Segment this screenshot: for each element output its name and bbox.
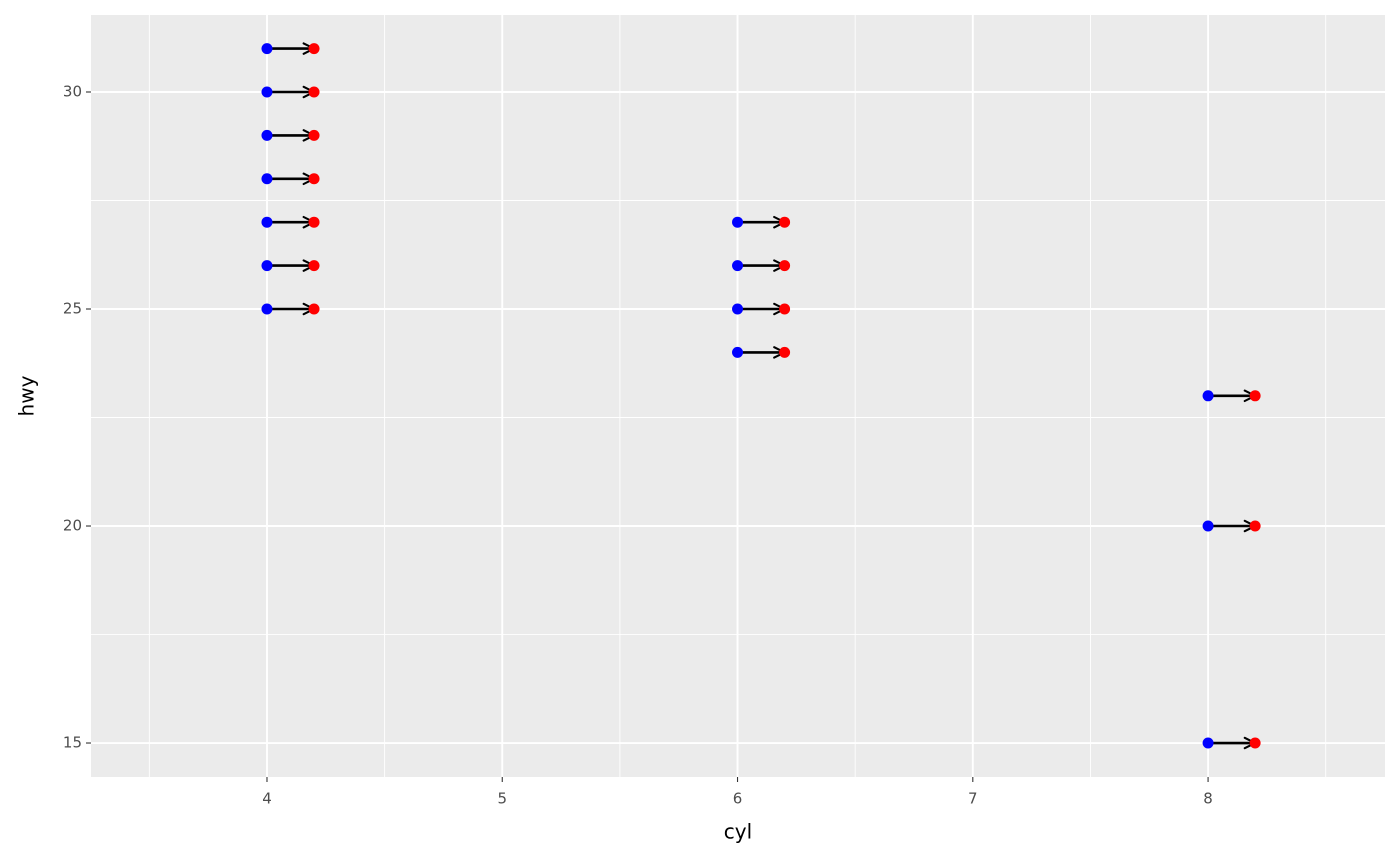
x-tick-label: 7 xyxy=(968,790,978,808)
x-tick-label: 5 xyxy=(497,790,507,808)
start-point xyxy=(261,303,273,315)
y-tick-label: 30 xyxy=(63,82,82,100)
y-tick-label: 15 xyxy=(63,734,82,752)
end-point xyxy=(779,216,791,228)
start-point xyxy=(732,346,744,358)
x-tick-label: 6 xyxy=(733,790,743,808)
start-point xyxy=(261,129,273,141)
end-point xyxy=(308,303,320,315)
end-point xyxy=(779,346,791,358)
end-point xyxy=(779,260,791,272)
y-tick-label: 25 xyxy=(63,300,82,318)
end-point xyxy=(308,86,320,98)
start-point xyxy=(261,216,273,228)
start-point xyxy=(261,173,273,185)
end-point xyxy=(308,129,320,141)
end-point xyxy=(1249,390,1261,402)
start-point xyxy=(261,260,273,272)
y-axis-title: hwy xyxy=(15,375,39,416)
end-point xyxy=(308,260,320,272)
y-tick-label: 20 xyxy=(63,517,82,535)
x-axis-title: cyl xyxy=(724,820,752,844)
x-tick-label: 4 xyxy=(262,790,272,808)
end-point xyxy=(1249,520,1261,532)
start-point xyxy=(1202,390,1214,402)
start-point xyxy=(732,303,744,315)
start-point xyxy=(261,43,273,55)
end-point xyxy=(1249,737,1261,749)
end-point xyxy=(308,216,320,228)
x-tick-label: 8 xyxy=(1203,790,1213,808)
end-point xyxy=(308,173,320,185)
start-point xyxy=(261,86,273,98)
marks xyxy=(261,42,1261,750)
end-point xyxy=(779,303,791,315)
start-point xyxy=(732,216,744,228)
start-point xyxy=(1202,737,1214,749)
start-point xyxy=(1202,520,1214,532)
start-point xyxy=(732,260,744,272)
end-point xyxy=(308,43,320,55)
